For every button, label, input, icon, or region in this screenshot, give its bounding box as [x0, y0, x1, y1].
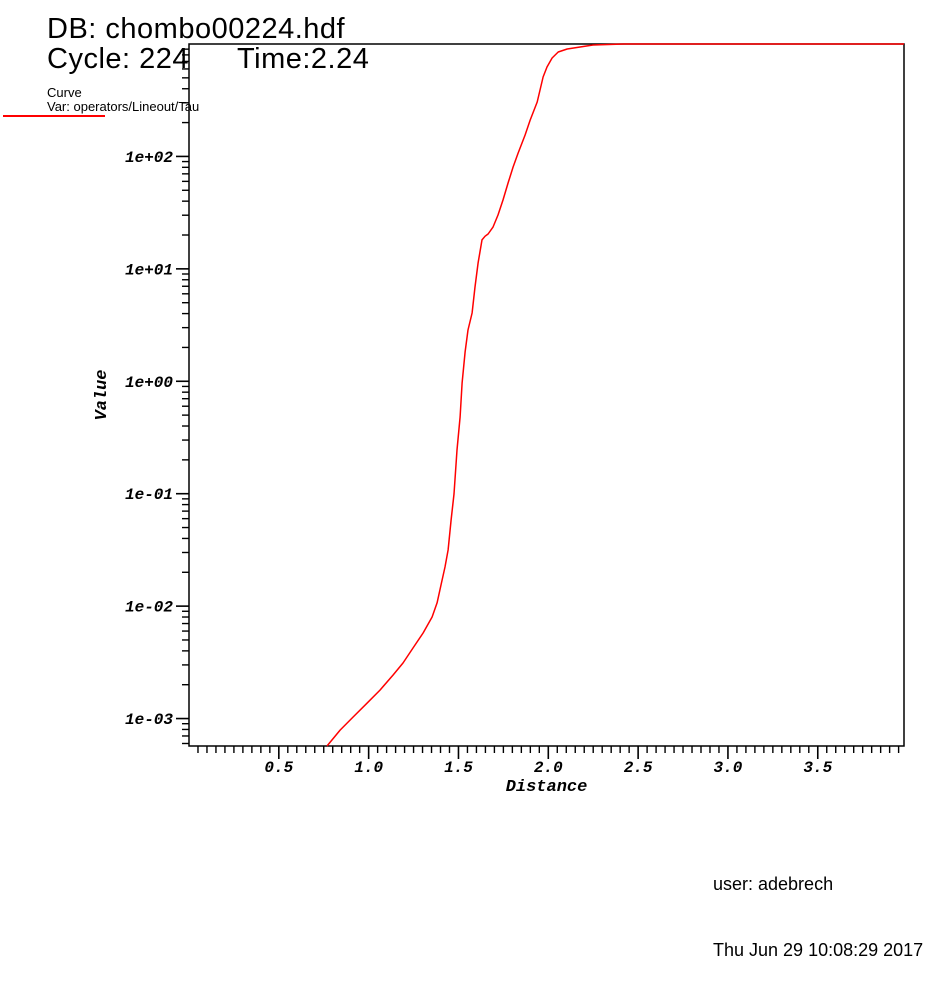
x-axis-title: Distance — [506, 778, 588, 797]
y-tick-label: 1e-02 — [125, 599, 173, 617]
timestamp-label: Thu Jun 29 10:08:29 2017 — [713, 940, 924, 960]
x-tick-label: 2.0 — [534, 759, 563, 777]
x-tick-label: 3.5 — [803, 759, 832, 777]
x-tick-label: 1.5 — [444, 759, 473, 777]
legend-plot-type: Curve — [47, 85, 82, 100]
legend-variable-label: Var: operators/Lineout/Tau — [47, 99, 200, 114]
cycle-time-row: Cycle: 224 Time:2.24 — [0, 43, 950, 75]
y-tick-label: 1e-03 — [125, 711, 173, 729]
y-tick-label: 1e+01 — [125, 261, 173, 279]
annotation-block: user: adebrech Thu Jun 29 10:08:29 2017 — [713, 829, 923, 1005]
user-label: user: adebrech — [713, 874, 834, 894]
y-tick-label: 1e+00 — [125, 374, 173, 392]
plot-frame — [188, 43, 905, 747]
curve-plot-canvas: 0.5 1.0 1.5 2.0 2.5 3.0 3.5 1e+02 1e+01 1e+00 1e-0… — [93, 43, 905, 797]
x-tick-label: 1.0 — [354, 759, 383, 777]
x-tick-label: 3.0 — [714, 759, 743, 777]
x-tick-label: 2.5 — [624, 759, 653, 777]
y-tick-label: 1e+02 — [125, 149, 173, 167]
x-tick-label: 0.5 — [264, 759, 293, 777]
database-title: DB: chombo00224.hdf — [47, 13, 346, 45]
lineout-curve — [326, 43, 904, 747]
y-axis-title: Value — [93, 369, 112, 420]
time-label: Time:2.24 — [237, 43, 370, 75]
y-tick-label: 1e-01 — [125, 486, 173, 504]
legend-curve-color-swatch — [3, 115, 105, 117]
visit-plot-window: 0.5 1.0 1.5 2.0 2.5 3.0 3.5 1e+02 1e+01 1e+00 1e-0… — [0, 13, 950, 960]
cycle-label: Cycle: 224 — [47, 43, 190, 75]
